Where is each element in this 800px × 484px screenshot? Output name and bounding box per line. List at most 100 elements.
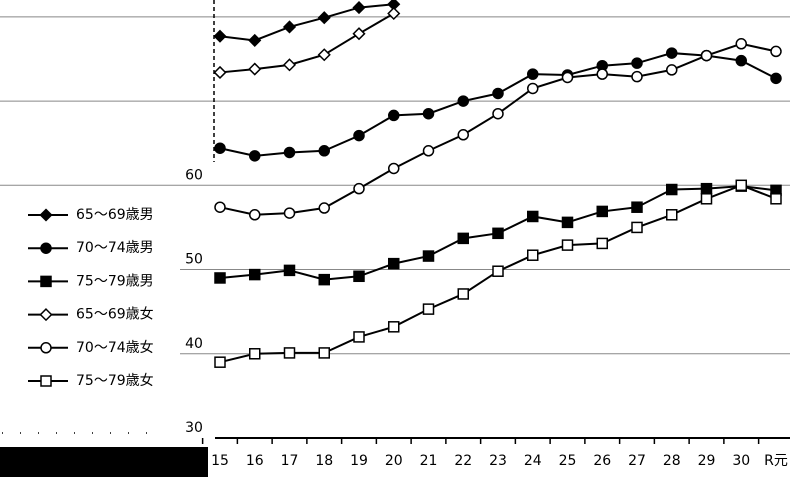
legend-marker — [39, 308, 53, 322]
marker — [527, 249, 539, 261]
legend-label: 70～74歳男 — [76, 240, 154, 256]
marker — [770, 193, 782, 205]
legend-label: 75～79歳女 — [76, 372, 154, 389]
marker — [735, 179, 747, 192]
marker — [492, 87, 504, 100]
series-line — [219, 3, 394, 42]
y-tick-label: 60 — [185, 167, 203, 183]
y-tick-label: 50 — [185, 252, 203, 268]
marker — [214, 201, 226, 213]
legend-marker — [40, 342, 52, 354]
legend-label: 65～69歳男 — [76, 207, 154, 223]
marker — [214, 272, 226, 284]
x-tick-label: 16 — [246, 453, 264, 469]
marker — [422, 107, 435, 120]
y-tick-label: 30 — [185, 420, 203, 436]
legend-label: 75～79歳男 — [76, 273, 154, 289]
legend-marker — [40, 242, 52, 254]
marker — [527, 82, 539, 95]
marker — [596, 205, 608, 218]
marker — [388, 257, 400, 270]
marker — [318, 202, 330, 214]
x-tick-label: 19 — [350, 453, 368, 469]
x-tick-label: 25 — [559, 453, 577, 469]
marker — [249, 268, 261, 281]
x-tick-label: 15 — [211, 453, 229, 469]
x-tick-label: 18 — [315, 453, 333, 469]
marker — [249, 209, 261, 221]
marker — [631, 57, 643, 69]
x-tick-label: 26 — [593, 453, 611, 469]
marker — [666, 209, 678, 221]
x-tick-label: 20 — [385, 453, 403, 469]
marker — [492, 107, 504, 120]
marker — [770, 72, 782, 85]
legend-background — [0, 195, 180, 440]
marker — [457, 288, 469, 300]
marker — [353, 129, 365, 142]
marker — [596, 237, 608, 250]
marker — [248, 33, 262, 47]
marker — [666, 64, 678, 76]
marker — [735, 54, 747, 67]
legend-marker — [40, 275, 52, 288]
marker — [317, 48, 331, 62]
marker — [735, 38, 747, 50]
marker — [457, 129, 469, 141]
marker — [283, 207, 296, 219]
x-tick-label: 23 — [489, 453, 507, 469]
marker — [387, 6, 401, 21]
marker — [631, 70, 643, 83]
marker — [214, 142, 226, 154]
x-tick-label: 27 — [628, 453, 646, 469]
marker — [317, 11, 331, 25]
marker — [318, 347, 330, 359]
marker — [352, 1, 366, 15]
series-line — [219, 52, 777, 157]
x-tick-label: 28 — [663, 453, 681, 469]
marker — [283, 264, 296, 277]
marker — [422, 145, 435, 157]
marker — [666, 47, 678, 59]
marker — [353, 270, 365, 283]
marker — [700, 182, 713, 195]
marker — [561, 239, 574, 251]
marker — [249, 348, 261, 360]
marker — [213, 29, 227, 43]
marker — [282, 20, 297, 34]
marker — [318, 273, 330, 286]
marker — [492, 227, 504, 240]
marker — [457, 232, 469, 245]
marker — [700, 193, 713, 205]
marker — [596, 68, 608, 80]
marker — [561, 71, 574, 84]
marker — [352, 27, 366, 41]
x-tick-label: 30 — [732, 453, 750, 469]
marker — [388, 109, 400, 122]
y-tick-label: 40 — [185, 336, 203, 352]
marker — [666, 183, 678, 196]
marker — [388, 321, 400, 333]
redaction-box — [0, 447, 208, 477]
marker — [283, 146, 296, 159]
marker — [770, 45, 782, 58]
marker — [422, 303, 435, 315]
marker — [213, 65, 227, 79]
marker — [422, 250, 435, 262]
marker — [527, 210, 539, 223]
marker — [353, 331, 365, 343]
legend-marker — [40, 375, 52, 387]
legend-marker — [39, 208, 53, 222]
x-tick-label: 21 — [420, 453, 438, 469]
x-tick-label: 17 — [281, 453, 299, 469]
marker — [248, 62, 262, 76]
marker — [631, 221, 643, 234]
marker — [457, 95, 469, 107]
marker — [561, 216, 574, 229]
marker — [282, 58, 297, 72]
marker — [631, 201, 643, 213]
legend-label: 70～74歳女 — [76, 339, 154, 356]
marker — [283, 347, 296, 359]
marker — [700, 49, 713, 62]
marker — [527, 68, 539, 80]
